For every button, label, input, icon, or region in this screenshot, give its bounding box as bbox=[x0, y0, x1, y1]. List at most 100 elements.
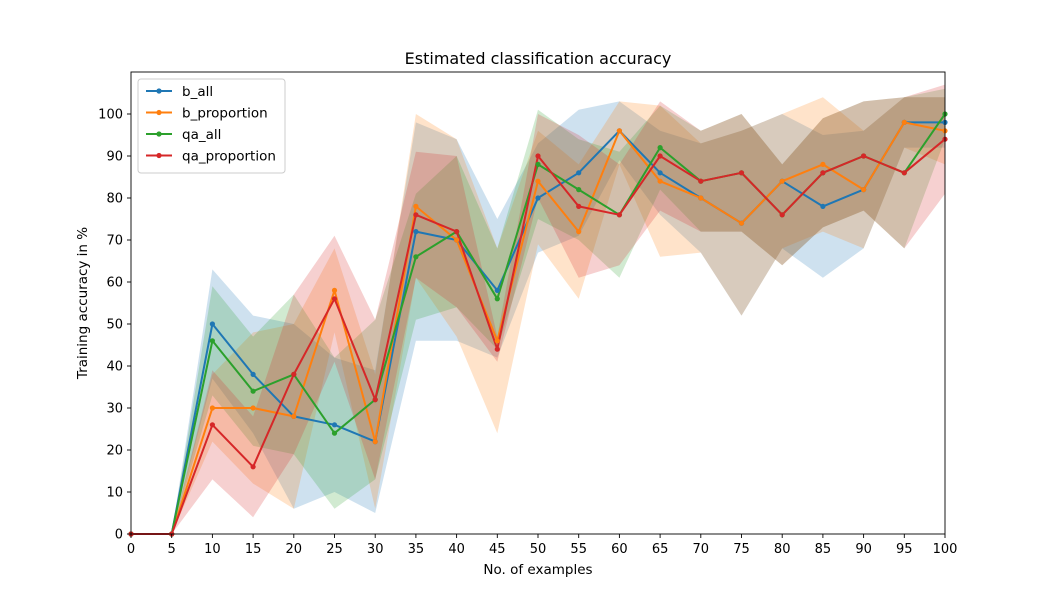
point-b_all-45 bbox=[494, 287, 500, 293]
x-tick-label: 80 bbox=[774, 542, 791, 557]
x-tick-label: 55 bbox=[570, 542, 587, 557]
y-tick-label: 20 bbox=[106, 444, 123, 459]
point-b_proportion-35 bbox=[413, 203, 419, 209]
point-b_all-55 bbox=[576, 170, 582, 176]
x-tick-label: 90 bbox=[855, 542, 872, 557]
point-b_all-85 bbox=[820, 203, 826, 209]
point-b_proportion-45 bbox=[494, 338, 500, 344]
x-axis-label: No. of examples bbox=[483, 562, 592, 578]
y-tick-label: 30 bbox=[106, 402, 123, 417]
point-b_proportion-80 bbox=[779, 178, 785, 184]
x-tick-label: 70 bbox=[693, 542, 710, 557]
point-b_proportion-75 bbox=[738, 220, 745, 226]
point-qa_proportion-40 bbox=[454, 229, 460, 235]
point-b_proportion-15 bbox=[250, 405, 256, 411]
point-qa_all-55 bbox=[576, 187, 582, 193]
point-b_proportion-70 bbox=[698, 195, 704, 201]
point-qa_all-10 bbox=[209, 338, 215, 344]
y-tick-label: 70 bbox=[106, 234, 123, 249]
point-b_proportion-65 bbox=[657, 178, 663, 184]
point-b_proportion-90 bbox=[861, 187, 867, 193]
x-tick-label: 100 bbox=[933, 542, 958, 557]
point-qa_proportion-25 bbox=[331, 296, 338, 302]
legend-label-qa_proportion: qa_proportion bbox=[182, 149, 276, 165]
x-tick-label: 75 bbox=[733, 542, 750, 557]
x-tick-label: 0 bbox=[127, 542, 135, 557]
y-axis-ticks: 0 10 20 30 40 50 60 70 80 90 100 bbox=[98, 108, 131, 543]
point-b_proportion-50 bbox=[535, 178, 541, 184]
x-tick-label: 25 bbox=[326, 542, 343, 557]
band-b_proportion bbox=[131, 97, 945, 534]
point-qa_proportion-65 bbox=[657, 153, 663, 159]
x-tick-label: 85 bbox=[815, 542, 832, 557]
point-qa_proportion-55 bbox=[576, 203, 582, 209]
point-b_all-10 bbox=[209, 321, 215, 327]
legend-label-b_proportion: b_proportion bbox=[182, 106, 268, 122]
point-qa_proportion-15 bbox=[250, 464, 256, 470]
point-qa_proportion-90 bbox=[861, 153, 867, 159]
point-qa_all-25 bbox=[331, 430, 338, 436]
band-qa_proportion bbox=[131, 84, 945, 534]
point-qa_all-45 bbox=[494, 296, 500, 302]
legend-label-b_all: b_all bbox=[182, 84, 213, 100]
point-qa_proportion-10 bbox=[209, 422, 215, 428]
legend-marker-b_proportion bbox=[156, 109, 162, 116]
legend-label-qa_all: qa_all bbox=[182, 127, 221, 143]
legend: b_all b_proportion qa_all qa_proportion bbox=[137, 78, 286, 174]
point-b_proportion-60 bbox=[616, 128, 623, 134]
x-tick-label: 30 bbox=[367, 542, 384, 557]
point-qa_proportion-20 bbox=[291, 371, 297, 377]
point-qa_proportion-95 bbox=[901, 170, 907, 176]
x-tick-label: 10 bbox=[204, 542, 221, 557]
y-tick-label: 10 bbox=[106, 486, 123, 501]
y-axis-label: Training accuracy in % bbox=[75, 227, 91, 380]
x-tick-label: 15 bbox=[245, 542, 262, 557]
point-b_all-35 bbox=[413, 229, 419, 235]
legend-marker-qa_all bbox=[156, 131, 162, 137]
point-b_proportion-20 bbox=[291, 413, 297, 419]
point-b_proportion-55 bbox=[576, 229, 582, 235]
point-qa_proportion-80 bbox=[779, 212, 785, 218]
x-tick-label: 35 bbox=[408, 542, 425, 557]
point-qa_proportion-70 bbox=[698, 178, 704, 184]
x-tick-label: 65 bbox=[652, 542, 669, 557]
point-b_all-50 bbox=[535, 195, 541, 201]
x-tick-label: 45 bbox=[489, 542, 506, 557]
point-b_all-25 bbox=[331, 422, 338, 428]
x-tick-label: 50 bbox=[530, 542, 547, 557]
y-tick-label: 90 bbox=[106, 150, 123, 165]
point-b_all-15 bbox=[250, 371, 256, 377]
point-qa_proportion-30 bbox=[372, 397, 378, 403]
point-qa_all-50 bbox=[535, 161, 541, 167]
chart-title: Estimated classification accuracy bbox=[405, 49, 672, 68]
y-tick-label: 0 bbox=[115, 528, 123, 543]
y-tick-label: 40 bbox=[106, 360, 123, 375]
point-qa_proportion-75 bbox=[738, 170, 745, 176]
point-b_all-65 bbox=[657, 170, 663, 176]
x-tick-label: 40 bbox=[448, 542, 465, 557]
point-qa_proportion-85 bbox=[820, 170, 826, 176]
point-qa_proportion-35 bbox=[413, 212, 419, 218]
legend-marker-b_all bbox=[156, 88, 162, 94]
point-b_proportion-40 bbox=[454, 237, 460, 243]
x-axis-ticks: 0 5 10 15 20 25 30 35 40 45 50 55 60 65 70 75 80 85 90 95 10… bbox=[127, 534, 958, 557]
x-tick-label: 20 bbox=[286, 542, 303, 557]
legend-marker-qa_proportion bbox=[156, 152, 162, 159]
x-tick-label: 95 bbox=[896, 542, 913, 557]
point-b_proportion-30 bbox=[372, 439, 378, 445]
point-qa_all-65 bbox=[657, 145, 663, 151]
y-tick-label: 80 bbox=[106, 192, 123, 207]
point-b_proportion-95 bbox=[901, 119, 907, 125]
x-tick-label: 60 bbox=[611, 542, 628, 557]
point-qa_proportion-45 bbox=[494, 346, 500, 352]
point-qa_proportion-60 bbox=[616, 212, 623, 218]
y-tick-label: 60 bbox=[106, 276, 123, 291]
point-b_proportion-25 bbox=[331, 287, 338, 293]
y-tick-label: 100 bbox=[98, 108, 123, 123]
legend-box bbox=[137, 78, 286, 174]
point-qa_all-35 bbox=[413, 254, 419, 260]
point-qa_proportion-50 bbox=[535, 153, 541, 159]
point-b_proportion-85 bbox=[820, 161, 826, 167]
